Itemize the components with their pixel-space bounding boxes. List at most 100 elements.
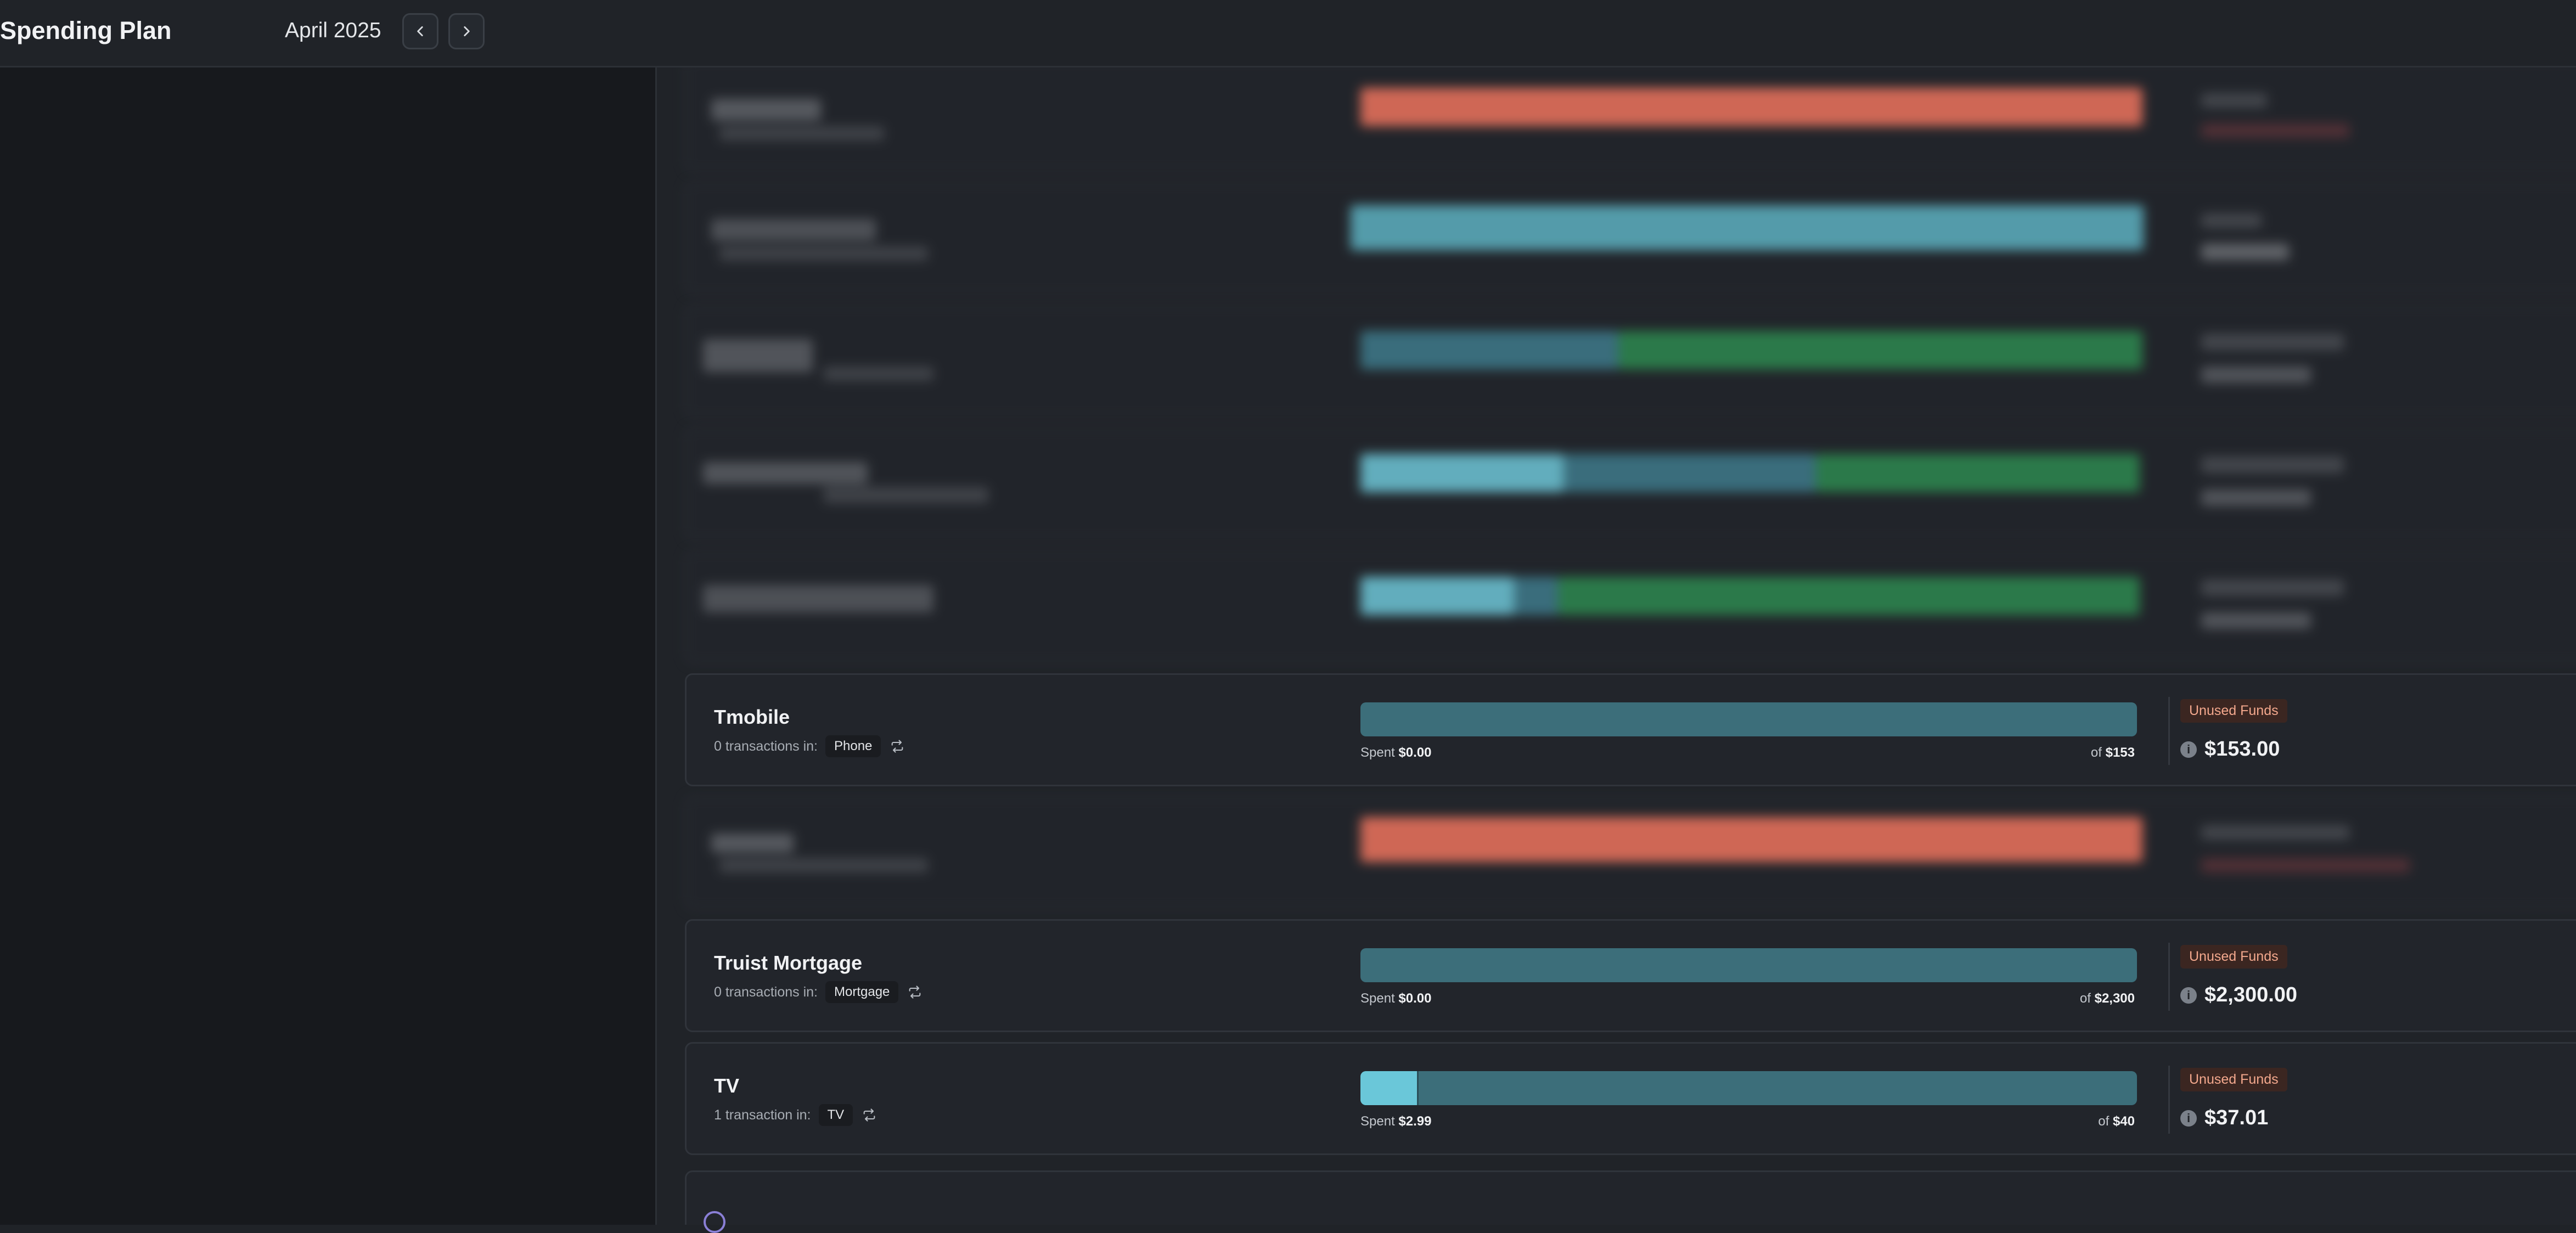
obscured-row (685, 182, 2576, 295)
obscured-bar (1351, 205, 2144, 250)
category-chip[interactable]: TV (818, 1104, 853, 1126)
obscured-text (2201, 93, 2267, 108)
transactions-count: 1 transaction in: (714, 1107, 811, 1123)
spent-amount: Spent $0.00 (1360, 745, 1431, 761)
category-chip[interactable]: Phone (825, 735, 881, 757)
of-label: of (2090, 745, 2102, 760)
budget-row[interactable]: Tmobile 0 transactions in: Phone Spent $… (685, 673, 2576, 786)
row-title: TV (714, 1074, 740, 1097)
progress-fill (1360, 1071, 1419, 1105)
obscured-bar (1816, 454, 2140, 492)
obscured-bar (1360, 331, 1618, 369)
divider (2168, 697, 2170, 765)
obscured-text (2201, 858, 2410, 872)
obscured-text (703, 339, 813, 372)
progress-bar (1360, 702, 2137, 736)
transactions-summary: 0 transactions in: Phone (714, 735, 905, 757)
obscured-row (685, 67, 2576, 172)
page-title: Spending Plan (0, 16, 172, 44)
top-bar: Spending Plan April 2025 (0, 0, 2576, 67)
budget-total: of $40 (2098, 1114, 2135, 1129)
obscured-bar (1563, 454, 1816, 492)
chevron-left-icon (417, 26, 423, 36)
remaining-amount: i $37.01 (2180, 1106, 2268, 1130)
obscured-bar (1360, 454, 1563, 492)
budget-row[interactable] (685, 1170, 2576, 1225)
month-label: April 2025 (285, 19, 381, 42)
obscured-text (824, 367, 933, 381)
next-month-button[interactable] (448, 13, 485, 49)
obscured-text (2201, 457, 2344, 473)
spent-value: $0.00 (1398, 745, 1432, 760)
budget-value: $40 (2112, 1114, 2135, 1129)
remaining-amount: i $153.00 (2180, 737, 2280, 761)
obscured-bar (1618, 331, 2142, 369)
obscured-bar (1558, 577, 2140, 615)
budget-row[interactable]: TV 1 transaction in: TV Spent $2.99 of $… (685, 1042, 2576, 1155)
info-icon[interactable]: i (2180, 741, 2197, 758)
repeat-icon[interactable] (907, 984, 923, 1000)
previous-month-button[interactable] (402, 13, 438, 49)
obscured-text (824, 487, 988, 503)
info-icon[interactable]: i (2180, 1110, 2197, 1127)
chevron-right-icon (464, 26, 470, 36)
remaining-amount: i $2,300.00 (2180, 983, 2297, 1007)
budget-total: of $2,300 (2080, 991, 2135, 1006)
transactions-count: 0 transactions in: (714, 738, 818, 754)
obscured-text (719, 246, 928, 261)
spent-value: $2.99 (1398, 1114, 1432, 1129)
divider (2168, 943, 2170, 1011)
budget-total: of $153 (2091, 745, 2135, 761)
obscured-text (2201, 334, 2344, 350)
spent-label: Spent (1360, 991, 1395, 1006)
obscured-text (2201, 213, 2262, 228)
transactions-summary: 1 transaction in: TV (714, 1104, 877, 1126)
obscured-text (703, 585, 933, 612)
obscured-bar (1514, 577, 1558, 615)
obscured-text (2201, 825, 2349, 840)
budget-value: $153 (2105, 745, 2135, 760)
amount-value: $37.01 (2204, 1106, 2269, 1129)
spending-list: Tmobile 0 transactions in: Phone Spent $… (659, 67, 2576, 1225)
obscured-row (685, 305, 2576, 418)
of-label: of (2098, 1114, 2110, 1129)
obscured-text (711, 834, 794, 853)
budget-value: $2,300 (2094, 991, 2135, 1006)
status-badge: Unused Funds (2180, 699, 2287, 723)
obscured-row (685, 427, 2576, 541)
status-badge: Unused Funds (2180, 945, 2287, 969)
obscured-text (2201, 579, 2344, 596)
progress-bar (1360, 948, 2137, 982)
budget-row[interactable]: Truist Mortgage 0 transactions in: Mortg… (685, 919, 2576, 1032)
status-circle-icon (704, 1211, 725, 1233)
obscured-text (2201, 367, 2311, 383)
obscured-row (685, 796, 2576, 909)
obscured-text (711, 99, 821, 121)
obscured-row (685, 550, 2576, 663)
spent-label: Spent (1360, 745, 1395, 760)
obscured-text (711, 219, 876, 241)
sidebar (0, 67, 657, 1225)
obscured-text (719, 126, 884, 140)
amount-value: $2,300.00 (2204, 983, 2298, 1006)
obscured-bar (1360, 577, 1514, 615)
transactions-summary: 0 transactions in: Mortgage (714, 981, 923, 1003)
obscured-text (703, 462, 868, 484)
repeat-icon[interactable] (890, 739, 905, 754)
progress-bar (1360, 1071, 2137, 1105)
obscured-text (719, 858, 928, 872)
obscured-bar (1360, 88, 2142, 126)
divider (2168, 1066, 2170, 1134)
amount-value: $153.00 (2204, 737, 2280, 761)
row-title: Tmobile (714, 706, 790, 728)
spent-amount: Spent $0.00 (1360, 991, 1431, 1006)
spent-label: Spent (1360, 1114, 1395, 1129)
status-badge: Unused Funds (2180, 1068, 2287, 1091)
obscured-text (2201, 612, 2311, 629)
of-label: of (2079, 991, 2091, 1006)
info-icon[interactable]: i (2180, 987, 2197, 1004)
obscured-bar (1360, 817, 2142, 862)
category-chip[interactable]: Mortgage (825, 981, 899, 1003)
obscured-text (2201, 123, 2349, 138)
repeat-icon[interactable] (862, 1107, 877, 1123)
